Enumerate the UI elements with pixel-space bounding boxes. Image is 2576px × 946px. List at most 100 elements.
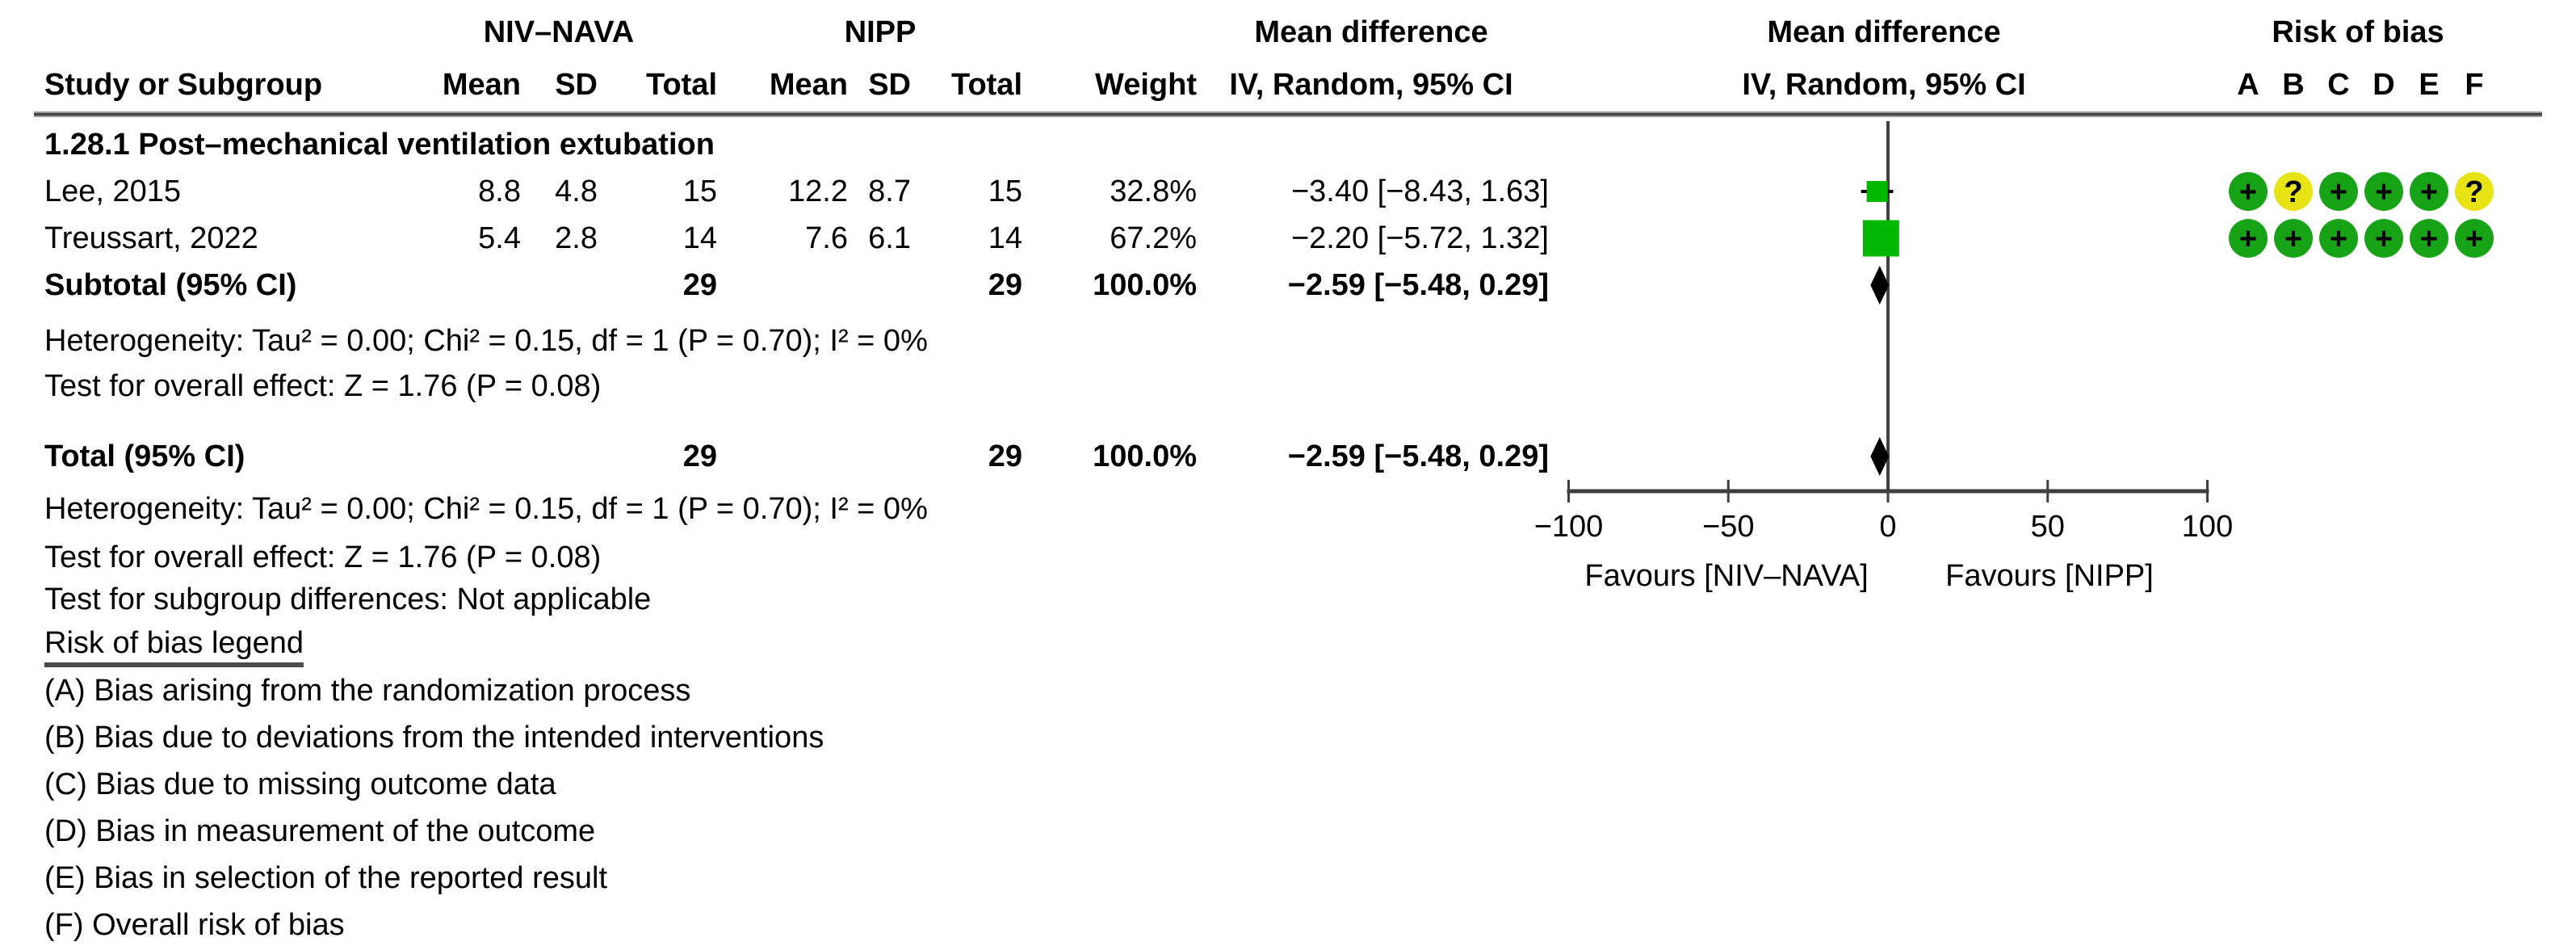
total-diamond xyxy=(1870,437,1890,476)
rob-legend-item: (B) Bias due to deviations from the inte… xyxy=(44,721,824,755)
rob-legend-title: Risk of bias legend xyxy=(44,628,304,667)
rob-letter-a: A xyxy=(2237,68,2259,102)
rob-low-risk-icon xyxy=(2319,172,2358,211)
study-weight: 32.8% xyxy=(1110,174,1197,208)
rob-low-risk-icon xyxy=(2410,172,2448,211)
rob-symbol: + xyxy=(2375,222,2393,256)
rob-symbol: ? xyxy=(2284,175,2302,209)
heterogeneity-line: Heterogeneity: Tau² = 0.00; Chi² = 0.15,… xyxy=(44,324,928,358)
study-total2: 15 xyxy=(988,174,1022,208)
rob-symbol: + xyxy=(2239,175,2257,209)
md-column-header-line2: IV, Random, 95% CI xyxy=(1229,68,1513,102)
rob-low-risk-icon xyxy=(2319,219,2358,258)
study-mean1: 8.8 xyxy=(478,174,521,208)
study-total1: 14 xyxy=(682,221,717,255)
header-separator-line xyxy=(34,111,2542,117)
overall-effect-line: Test for overall effect: Z = 1.76 (P = 0… xyxy=(44,540,602,574)
effect-square xyxy=(1862,220,1899,257)
study-column-header: Study or Subgroup xyxy=(44,68,323,102)
group1-header: NIV–NAVA xyxy=(483,15,635,49)
rob-symbol: + xyxy=(2239,222,2257,256)
study-name: Treussart, 2022 xyxy=(44,221,258,255)
plot-column-header-line1: Mean difference xyxy=(1767,15,2001,49)
rob-symbol: + xyxy=(2375,175,2393,209)
total-label: Total (95% CI) xyxy=(44,439,245,473)
rob-unclear-risk-icon xyxy=(2274,172,2313,211)
heterogeneity-line: Heterogeneity: Tau² = 0.00; Chi² = 0.15,… xyxy=(44,492,928,526)
subgroup-differences-line: Test for subgroup differences: Not appli… xyxy=(44,582,652,616)
overall-effect-line: Test for overall effect: Z = 1.76 (P = 0… xyxy=(44,369,602,403)
rob-symbol: ? xyxy=(2465,175,2483,209)
study-mean2: 7.6 xyxy=(805,221,848,255)
rob-symbol: + xyxy=(2465,222,2483,256)
total1-header: Total xyxy=(646,68,717,102)
subtotal-total2: 29 xyxy=(988,268,1022,302)
rob-legend-item: (A) Bias arising from the randomization … xyxy=(44,674,691,708)
favours-right-label: Favours [NIPP] xyxy=(1945,559,2154,593)
rob-letter-f: F xyxy=(2465,68,2484,102)
axis-tick-label: 100 xyxy=(2182,510,2233,544)
subtotal-label: Subtotal (95% CI) xyxy=(44,268,297,302)
study-name: Lee, 2015 xyxy=(44,174,182,208)
rob-letter-b: B xyxy=(2282,68,2305,102)
rob-low-risk-icon xyxy=(2229,172,2268,211)
risk-of-bias-header: Risk of bias xyxy=(2272,15,2444,49)
rob-letter-d: D xyxy=(2373,68,2395,102)
total-total1: 29 xyxy=(682,439,717,473)
md-column-header-line1: Mean difference xyxy=(1254,15,1488,49)
study-sd2: 8.7 xyxy=(868,174,911,208)
sd1-header: SD xyxy=(555,68,598,102)
study-sd1: 2.8 xyxy=(555,221,598,255)
rob-low-risk-icon xyxy=(2410,219,2448,258)
total-total2: 29 xyxy=(988,439,1022,473)
subgroup-title: 1.28.1 Post–mechanical ventilation extub… xyxy=(44,128,715,162)
subtotal-md-ci: −2.59 [−5.48, 0.29] xyxy=(1287,268,1549,302)
rob-unclear-risk-icon xyxy=(2455,172,2494,211)
rob-symbol: + xyxy=(2330,222,2347,256)
group2-header: NIPP xyxy=(844,15,917,49)
sd2-header: SD xyxy=(868,68,911,102)
axis-tick-label: −100 xyxy=(1534,510,1604,544)
rob-low-risk-icon xyxy=(2364,219,2403,258)
rob-symbol: + xyxy=(2420,222,2438,256)
rob-legend-item: (E) Bias in selection of the reported re… xyxy=(44,861,608,895)
mean1-header: Mean xyxy=(442,68,521,102)
rob-legend-item: (C) Bias due to missing outcome data xyxy=(44,767,556,801)
rob-symbol: + xyxy=(2284,222,2302,256)
axis-tick-label: −50 xyxy=(1702,510,1754,544)
rob-low-risk-icon xyxy=(2229,219,2268,258)
favours-left-label: Favours [NIV–NAVA] xyxy=(1584,559,1869,593)
rob-letter-c: C xyxy=(2327,68,2350,102)
mean2-header: Mean xyxy=(769,68,848,102)
rob-legend-item: (D) Bias in measurement of the outcome xyxy=(44,814,596,848)
rob-low-risk-icon xyxy=(2274,219,2313,258)
total2-header: Total xyxy=(951,68,1022,102)
subtotal-weight: 100.0% xyxy=(1093,268,1197,302)
study-md-ci: −2.20 [−5.72, 1.32] xyxy=(1290,221,1549,255)
axis-tick-label: 50 xyxy=(2031,510,2065,544)
plot-column-header-line2: IV, Random, 95% CI xyxy=(1742,68,2026,102)
rob-symbol: + xyxy=(2420,175,2438,209)
study-mean1: 5.4 xyxy=(478,221,521,255)
weight-header: Weight xyxy=(1095,68,1197,102)
axis-tick-label: 0 xyxy=(1879,510,1896,544)
subtotal-diamond xyxy=(1870,266,1890,305)
rob-legend-item: (F) Overall risk of bias xyxy=(44,908,345,942)
rob-low-risk-icon xyxy=(2364,172,2403,211)
rob-letter-e: E xyxy=(2419,68,2440,102)
subtotal-total1: 29 xyxy=(682,268,717,302)
study-sd1: 4.8 xyxy=(555,174,598,208)
study-weight: 67.2% xyxy=(1110,221,1197,255)
study-sd2: 6.1 xyxy=(868,221,911,255)
study-total2: 14 xyxy=(988,221,1022,255)
study-md-ci: −3.40 [−8.43, 1.63] xyxy=(1290,174,1549,208)
study-total1: 15 xyxy=(682,174,717,208)
effect-square xyxy=(1866,181,1888,202)
study-mean2: 12.2 xyxy=(788,174,848,208)
total-weight: 100.0% xyxy=(1093,439,1197,473)
total-md-ci: −2.59 [−5.48, 0.29] xyxy=(1287,439,1549,473)
rob-low-risk-icon xyxy=(2455,219,2494,258)
rob-symbol: + xyxy=(2330,175,2347,209)
